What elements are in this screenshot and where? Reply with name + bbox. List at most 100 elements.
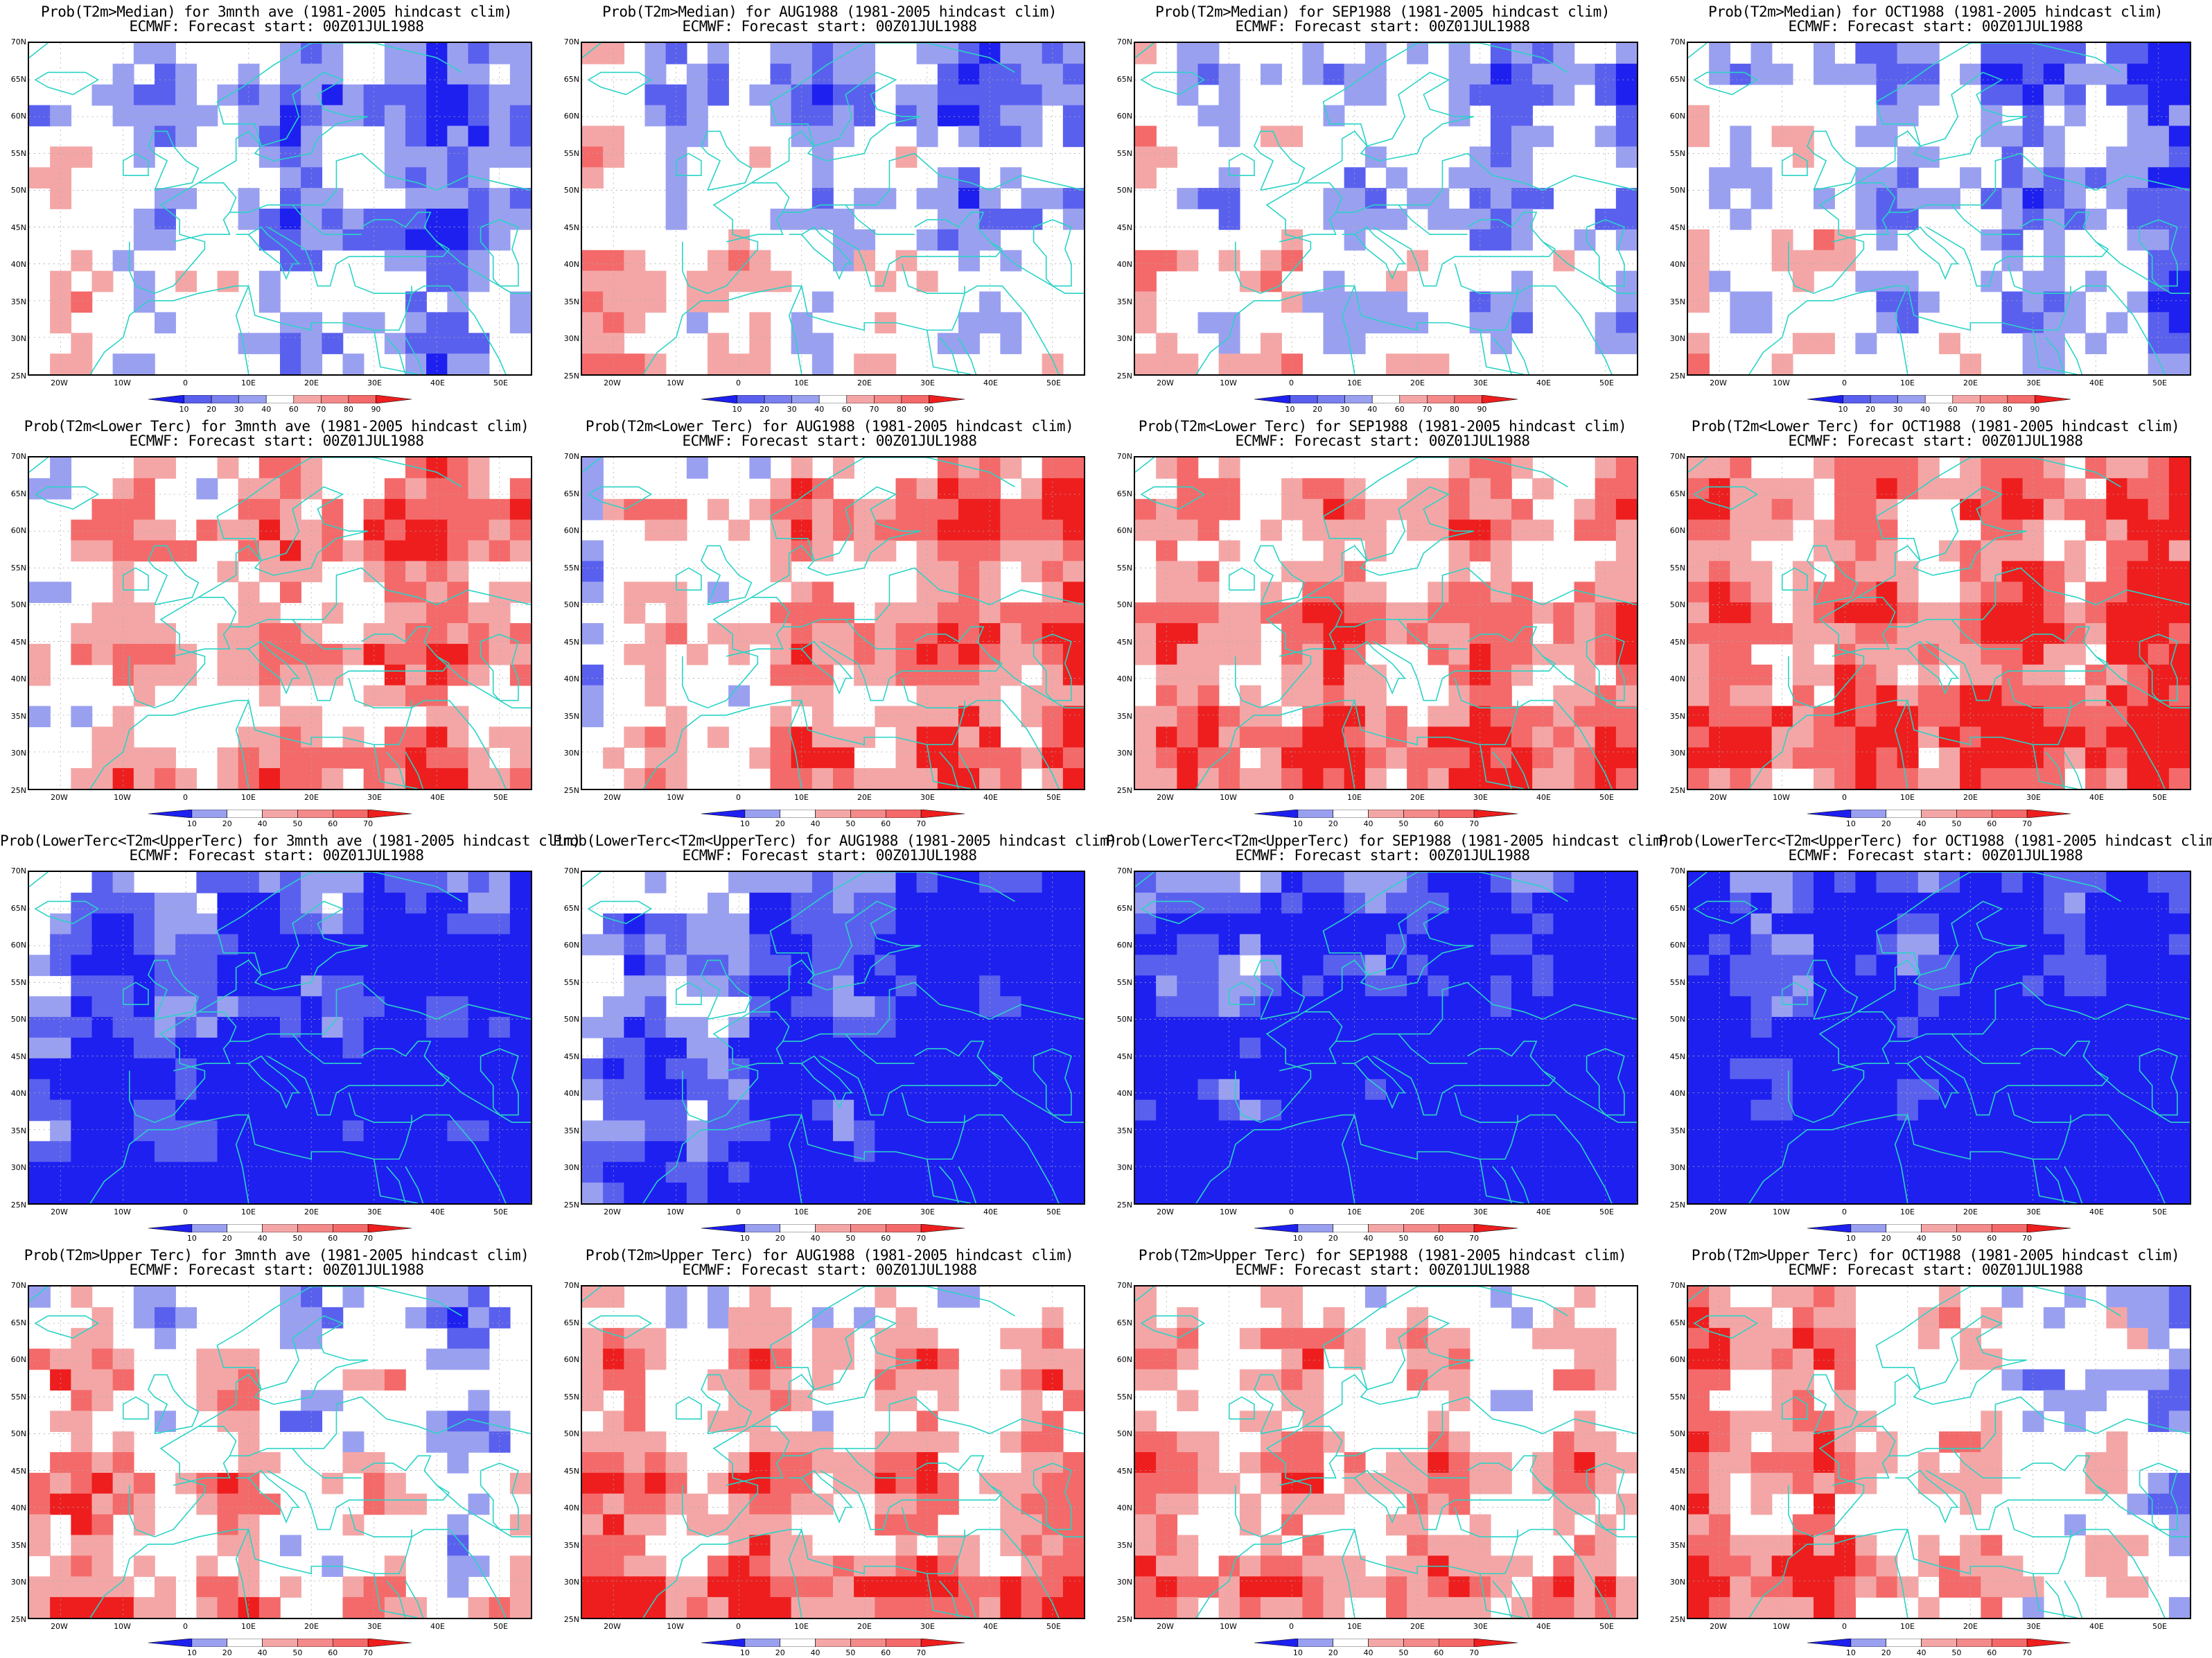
- probability-cell: [624, 1597, 646, 1618]
- probability-cell: [1855, 209, 1877, 230]
- probability-cell: [489, 229, 511, 251]
- probability-cell: [1490, 229, 1512, 251]
- probability-cell: [1021, 84, 1043, 106]
- probability-cell: [854, 913, 876, 935]
- probability-cell: [644, 43, 667, 64]
- probability-cell: [1688, 105, 1710, 127]
- probability-cell: [509, 312, 531, 333]
- probability-cell: [749, 1576, 771, 1598]
- probability-cell: [1855, 1038, 1877, 1059]
- probability-cell: [1939, 872, 1960, 893]
- coastline: [2064, 337, 2083, 374]
- probability-cell: [2148, 498, 2170, 521]
- probability-cell: [447, 561, 469, 582]
- probability-cell: [811, 1555, 834, 1577]
- probability-cell: [509, 996, 531, 1018]
- probability-cell: [603, 1431, 625, 1453]
- probability-cell: [2043, 975, 2065, 997]
- probability-cell: [280, 954, 301, 977]
- probability-cell: [644, 1348, 667, 1370]
- probability-cell: [2043, 643, 2065, 665]
- probability-cell: [133, 1017, 155, 1038]
- probability-cell: [1428, 1079, 1450, 1101]
- probability-cell: [1917, 63, 1940, 85]
- probability-cell: [1021, 1390, 1043, 1411]
- probability-cell: [582, 291, 604, 313]
- probability-cell: [1917, 913, 1940, 935]
- probability-cell: [1302, 1452, 1324, 1474]
- probability-cell: [937, 188, 959, 209]
- coastline: [292, 619, 362, 649]
- probability-cell: [1615, 540, 1637, 562]
- probability-cell: [2001, 1183, 2024, 1203]
- probability-cell: [1532, 954, 1554, 977]
- probability-cell: [2168, 685, 2190, 707]
- probability-cell: [1135, 892, 1157, 914]
- probability-cell: [833, 519, 854, 541]
- coastline: [1951, 1033, 2021, 1064]
- probability-cell: [71, 1514, 93, 1536]
- probability-cell: [2001, 229, 2024, 251]
- probability-cell: [749, 270, 771, 293]
- probability-cell: [405, 1099, 427, 1122]
- probability-cell: [937, 1390, 959, 1411]
- probability-cell: [258, 623, 281, 645]
- probability-cell: [958, 954, 980, 977]
- lon-tick-label: 0: [1289, 378, 1294, 387]
- lon-tick-label: 20E: [304, 793, 319, 802]
- probability-cell: [2127, 498, 2149, 521]
- probability-cell: [1062, 747, 1084, 769]
- colorbar-segment: [1482, 395, 1518, 403]
- probability-cell: [1364, 1183, 1387, 1203]
- probability-cell: [2106, 1183, 2128, 1203]
- colorbar-label: 90: [371, 405, 381, 414]
- probability-cell: [937, 333, 959, 354]
- probability-cell: [1000, 1514, 1022, 1536]
- panel-subtitle: ECMWF: Forecast start: 00Z01JUL1988: [129, 1262, 424, 1278]
- coastline: [901, 263, 965, 294]
- probability-cell: [979, 1162, 1001, 1183]
- coastline: [1033, 1048, 1072, 1116]
- probability-cell: [811, 105, 834, 127]
- probability-cell: [468, 1348, 490, 1370]
- colorbar-segment: [1850, 810, 1887, 818]
- coastline: [2045, 337, 2065, 374]
- probability-cell: [854, 1120, 876, 1142]
- probability-cell: [1261, 892, 1282, 914]
- probability-cell: [1062, 1597, 1084, 1618]
- probability-cell: [1323, 747, 1345, 769]
- probability-cell: [686, 1038, 708, 1059]
- probability-cell: [426, 498, 448, 521]
- probability-cell: [1239, 913, 1261, 935]
- probability-cell: [71, 934, 93, 956]
- colorbar-label: 40: [1920, 405, 1931, 414]
- probability-cell: [1218, 188, 1240, 209]
- probability-cell: [405, 146, 427, 168]
- map-panel: Prob(T2m>Upper Terc) for 3mnth ave (1981…: [0, 1244, 553, 1658]
- probability-cell: [1239, 1493, 1261, 1515]
- probability-cell: [2001, 250, 2024, 272]
- probability-cell: [2148, 643, 2170, 665]
- probability-cell: [133, 892, 155, 914]
- probability-cell: [582, 1058, 604, 1080]
- probability-cell: [29, 1472, 51, 1494]
- probability-cell: [1062, 478, 1084, 500]
- probability-cell: [1364, 1099, 1387, 1122]
- probability-cell: [342, 1141, 365, 1162]
- probability-cell: [112, 643, 134, 665]
- colorbar-label: 20: [222, 1234, 232, 1243]
- probability-cell: [196, 1348, 218, 1370]
- probability-cell: [2127, 291, 2149, 313]
- probability-cell: [1239, 1369, 1261, 1391]
- probability-cell: [1261, 1183, 1282, 1203]
- lat-tick-label: 70N: [563, 452, 579, 461]
- probability-cell: [833, 1120, 854, 1142]
- probability-cell: [1981, 1017, 2003, 1038]
- probability-cell: [1000, 747, 1022, 769]
- probability-cell: [958, 229, 980, 251]
- coastline: [989, 1485, 1084, 1537]
- probability-cell: [582, 167, 604, 189]
- probability-cell: [1855, 63, 1877, 85]
- probability-cell: [1553, 1514, 1575, 1536]
- probability-cell: [2168, 1162, 2190, 1183]
